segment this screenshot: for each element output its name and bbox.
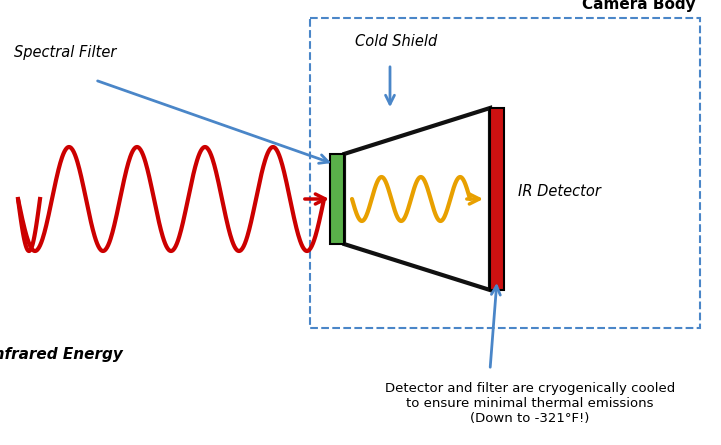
- Text: Spectral Filter: Spectral Filter: [14, 44, 116, 60]
- Bar: [310, 18, 700, 328]
- Bar: [490, 108, 504, 290]
- Polygon shape: [344, 108, 490, 290]
- Bar: [330, 154, 344, 244]
- Text: Infrared Energy: Infrared Energy: [0, 348, 123, 363]
- Text: IR Detector: IR Detector: [518, 183, 601, 198]
- Text: Detector and filter are cryogenically cooled
to ensure minimal thermal emissions: Detector and filter are cryogenically co…: [385, 382, 675, 425]
- Text: Camera Body: Camera Body: [583, 0, 696, 12]
- Text: Cold Shield: Cold Shield: [355, 35, 437, 49]
